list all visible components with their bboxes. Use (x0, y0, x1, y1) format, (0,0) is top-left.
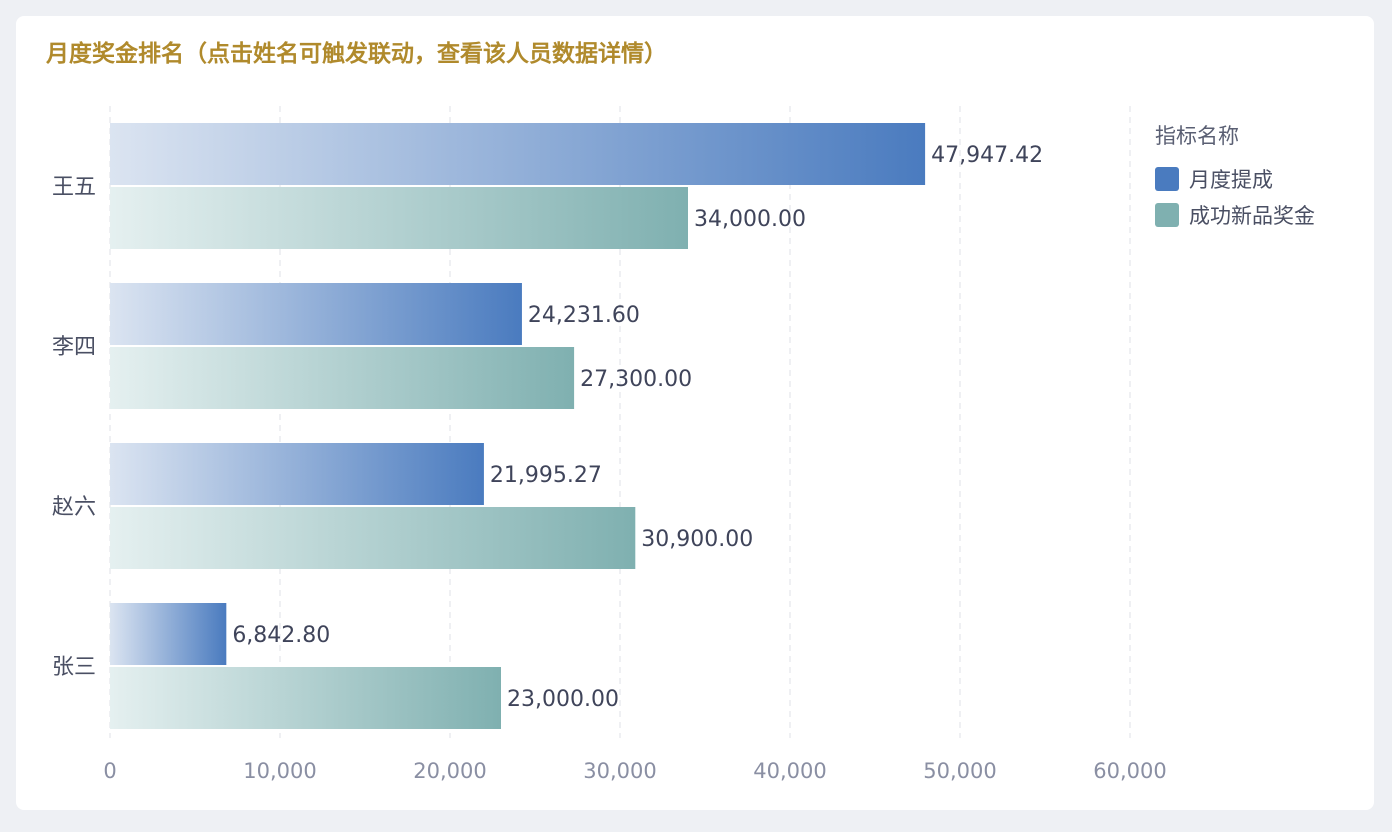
y-category-label[interactable]: 赵六 (52, 495, 96, 520)
data-label: 47,947.42 (931, 143, 1043, 168)
data-label: 24,231.60 (528, 303, 640, 328)
legend-item-new-product-bonus[interactable]: 成功新品奖金 (1155, 202, 1315, 228)
bar-monthly-commission[interactable] (110, 603, 227, 665)
x-tick-label: 40,000 (753, 759, 826, 783)
x-tick-label: 10,000 (243, 759, 316, 783)
bonus-ranking-bar-chart: 0 10,000 20,000 30,000 40,000 50,000 60,000 47,… (52, 106, 1167, 783)
data-label: 21,995.27 (490, 463, 602, 488)
legend-title: 指标名称 (1155, 124, 1239, 148)
chart-title: 月度奖金排名（点击姓名可触发联动，查看该人员数据详情） (46, 41, 667, 67)
data-label: 34,000.00 (694, 207, 806, 232)
bar-monthly-commission[interactable] (110, 443, 484, 505)
data-label: 30,900.00 (641, 527, 753, 552)
bar-monthly-commission[interactable] (110, 283, 522, 345)
x-tick-label: 30,000 (583, 759, 656, 783)
bar-new-product-bonus[interactable] (110, 667, 501, 729)
legend-label: 成功新品奖金 (1189, 204, 1315, 228)
chart-legend: 指标名称 月度提成 成功新品奖金 (1155, 120, 1315, 238)
data-label: 6,842.80 (232, 623, 330, 648)
bar-monthly-commission[interactable] (110, 123, 926, 185)
data-label: 23,000.00 (507, 687, 619, 712)
x-tick-label: 50,000 (923, 759, 996, 783)
legend-item-monthly-commission[interactable]: 月度提成 (1155, 166, 1315, 192)
chart-card: 月度奖金排名（点击姓名可触发联动，查看该人员数据详情） 0 10,000 20,00… (16, 16, 1374, 810)
bar-new-product-bonus[interactable] (110, 347, 575, 409)
y-category-label[interactable]: 李四 (52, 335, 96, 360)
bar-new-product-bonus[interactable] (110, 187, 688, 249)
x-tick-label: 20,000 (413, 759, 486, 783)
y-category-label[interactable]: 王五 (52, 175, 96, 200)
data-label: 27,300.00 (580, 367, 692, 392)
legend-swatch (1155, 167, 1179, 191)
legend-label: 月度提成 (1189, 168, 1273, 192)
legend-swatch (1155, 203, 1179, 227)
x-tick-label: 0 (103, 759, 116, 783)
y-category-label[interactable]: 张三 (52, 655, 96, 680)
bar-new-product-bonus[interactable] (110, 507, 636, 569)
x-tick-label: 60,000 (1093, 759, 1166, 783)
